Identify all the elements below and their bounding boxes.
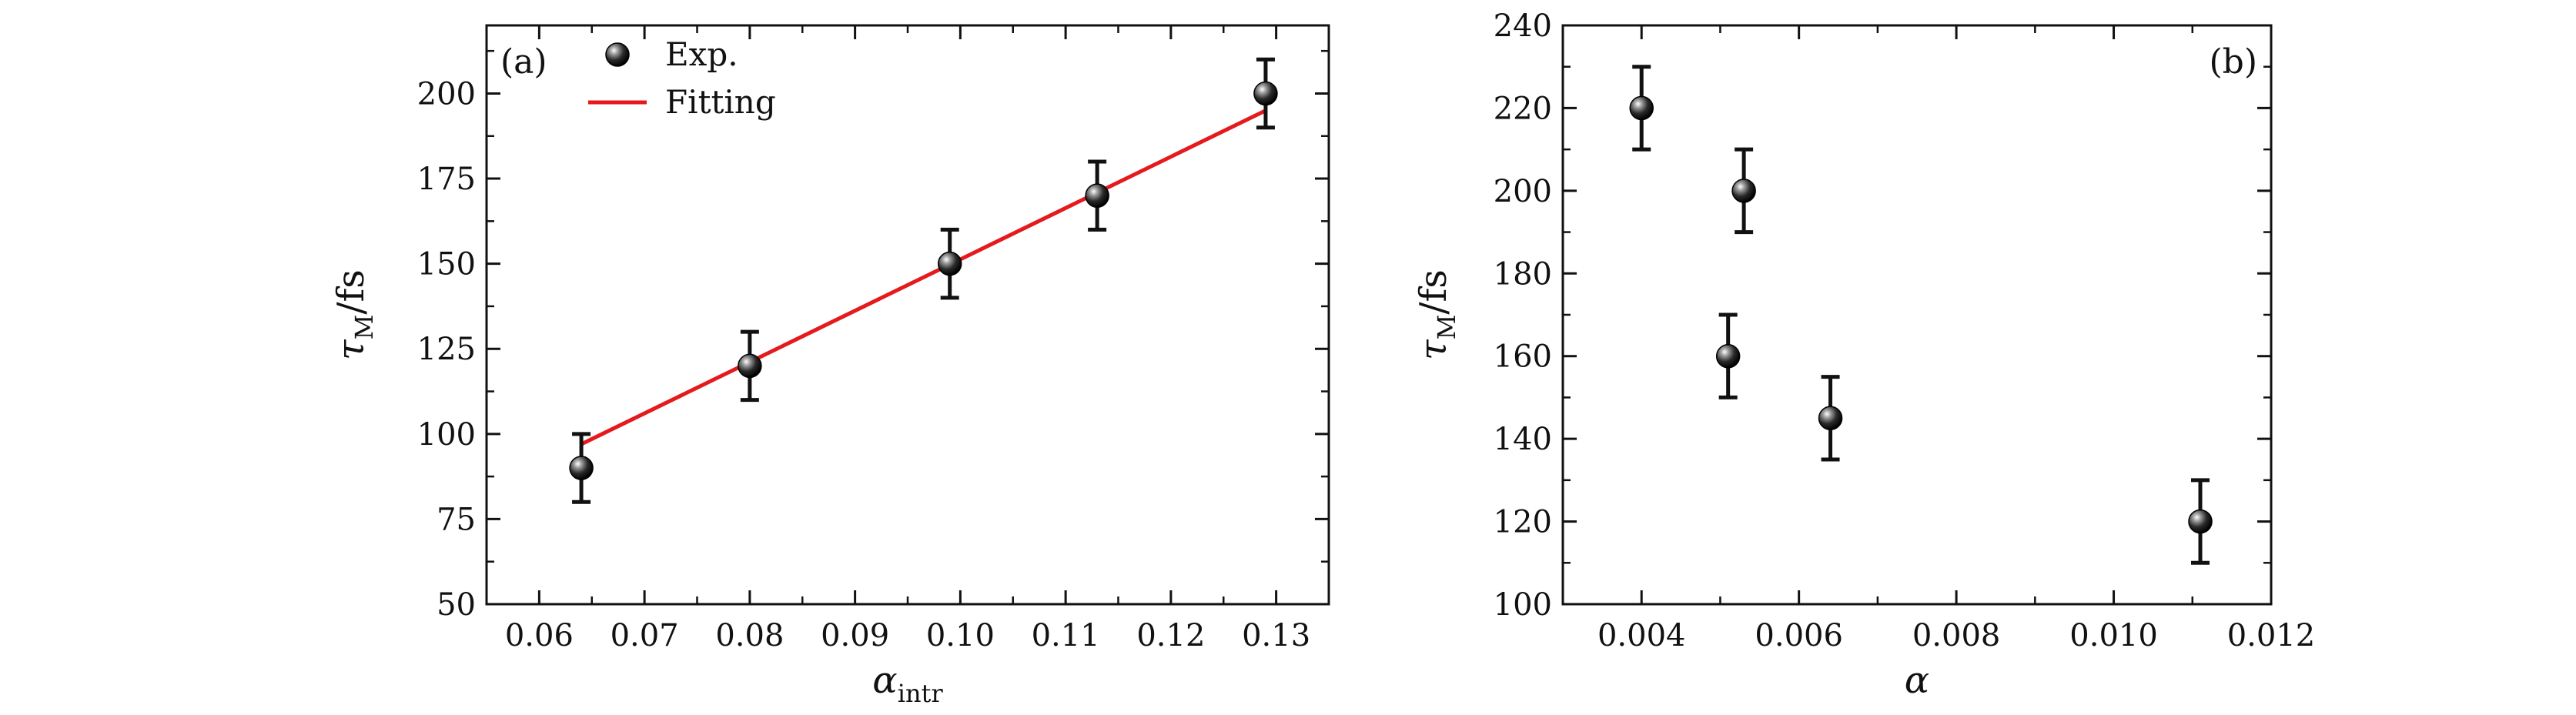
y-axis-title-main: τ [330,339,373,360]
y-axis-title-main: τ [1412,339,1455,360]
y-tick-label: 160 [1494,339,1552,375]
y-axis-title-sub: M [350,315,379,340]
x-axis-title: αintr [872,659,943,708]
panel-b: 0.004 0.006 0.008 0.010 0.012 100 120 140 160 180… [1412,8,2315,702]
x-tick-label: 0.11 [1032,618,1100,653]
data-point [1715,343,1741,369]
y-tick-label: 50 [437,587,476,623]
y-tick-label: 140 [1494,422,1552,457]
x-tick-label: 0.07 [611,618,679,653]
x-tick-label: 0.13 [1242,618,1310,653]
plot-frame [485,24,1330,606]
y-tick-label: 125 [417,332,476,367]
y-tick-label: 100 [417,417,476,453]
data-point [1818,406,1843,431]
y-tick-label: 200 [417,76,476,112]
data-point [2188,509,2213,534]
data-point [569,456,594,480]
legend-label-exp: Exp. [665,35,738,73]
x-axis-title-sub: intr [898,679,944,708]
x-axis-title-main: α [1905,659,1929,702]
y-tick-label: 150 [417,247,476,282]
data-point [738,353,762,379]
plot-frame [1561,24,2273,606]
x-axis-title-main: α [872,659,897,702]
y-tick-label: 175 [417,162,476,197]
legend-marker-exp [605,42,630,67]
panel-label: (a) [500,42,547,82]
y-tick-label: 240 [1494,8,1552,44]
x-tick-label: 0.008 [1912,618,2001,653]
x-tick-label: 0.09 [821,618,889,653]
y-tick-label: 180 [1494,256,1552,292]
x-axis-title: α [1905,659,1929,702]
y-tick-label: 100 [1494,587,1552,623]
x-tick-label: 0.08 [715,618,784,653]
data-point [937,251,962,276]
y-axis-title-unit: /fs [330,269,373,315]
legend-label-fitting: Fitting [665,83,776,121]
y-tick-label: 120 [1494,505,1552,540]
data-point [1731,179,1756,203]
y-axis-title-sub: M [1432,315,1461,340]
data-point [1629,95,1654,121]
y-tick-label: 75 [437,502,476,537]
x-tick-label: 0.012 [2227,618,2316,653]
y-axis-title-unit: /fs [1412,269,1455,315]
x-tick-label: 0.06 [505,618,574,653]
data-point [1085,183,1109,208]
data-point [1253,81,1278,106]
panel-a: 0.06 0.07 0.08 0.09 0.10 0.11 0.12 0.13 50 75 100 1… [330,24,1330,708]
panel-label: (b) [2210,42,2258,82]
x-tick-label: 0.12 [1136,618,1205,653]
y-tick-label: 220 [1494,91,1552,126]
fitting-line [580,109,1267,446]
x-tick-label: 0.010 [2069,618,2158,653]
y-axis-title: τM/fs [1412,269,1461,360]
x-tick-label: 0.10 [926,618,995,653]
x-tick-label: 0.006 [1755,618,1843,653]
y-tick-label: 200 [1494,174,1552,209]
y-axis-title: τM/fs [330,269,379,360]
x-tick-label: 0.004 [1597,618,1686,653]
